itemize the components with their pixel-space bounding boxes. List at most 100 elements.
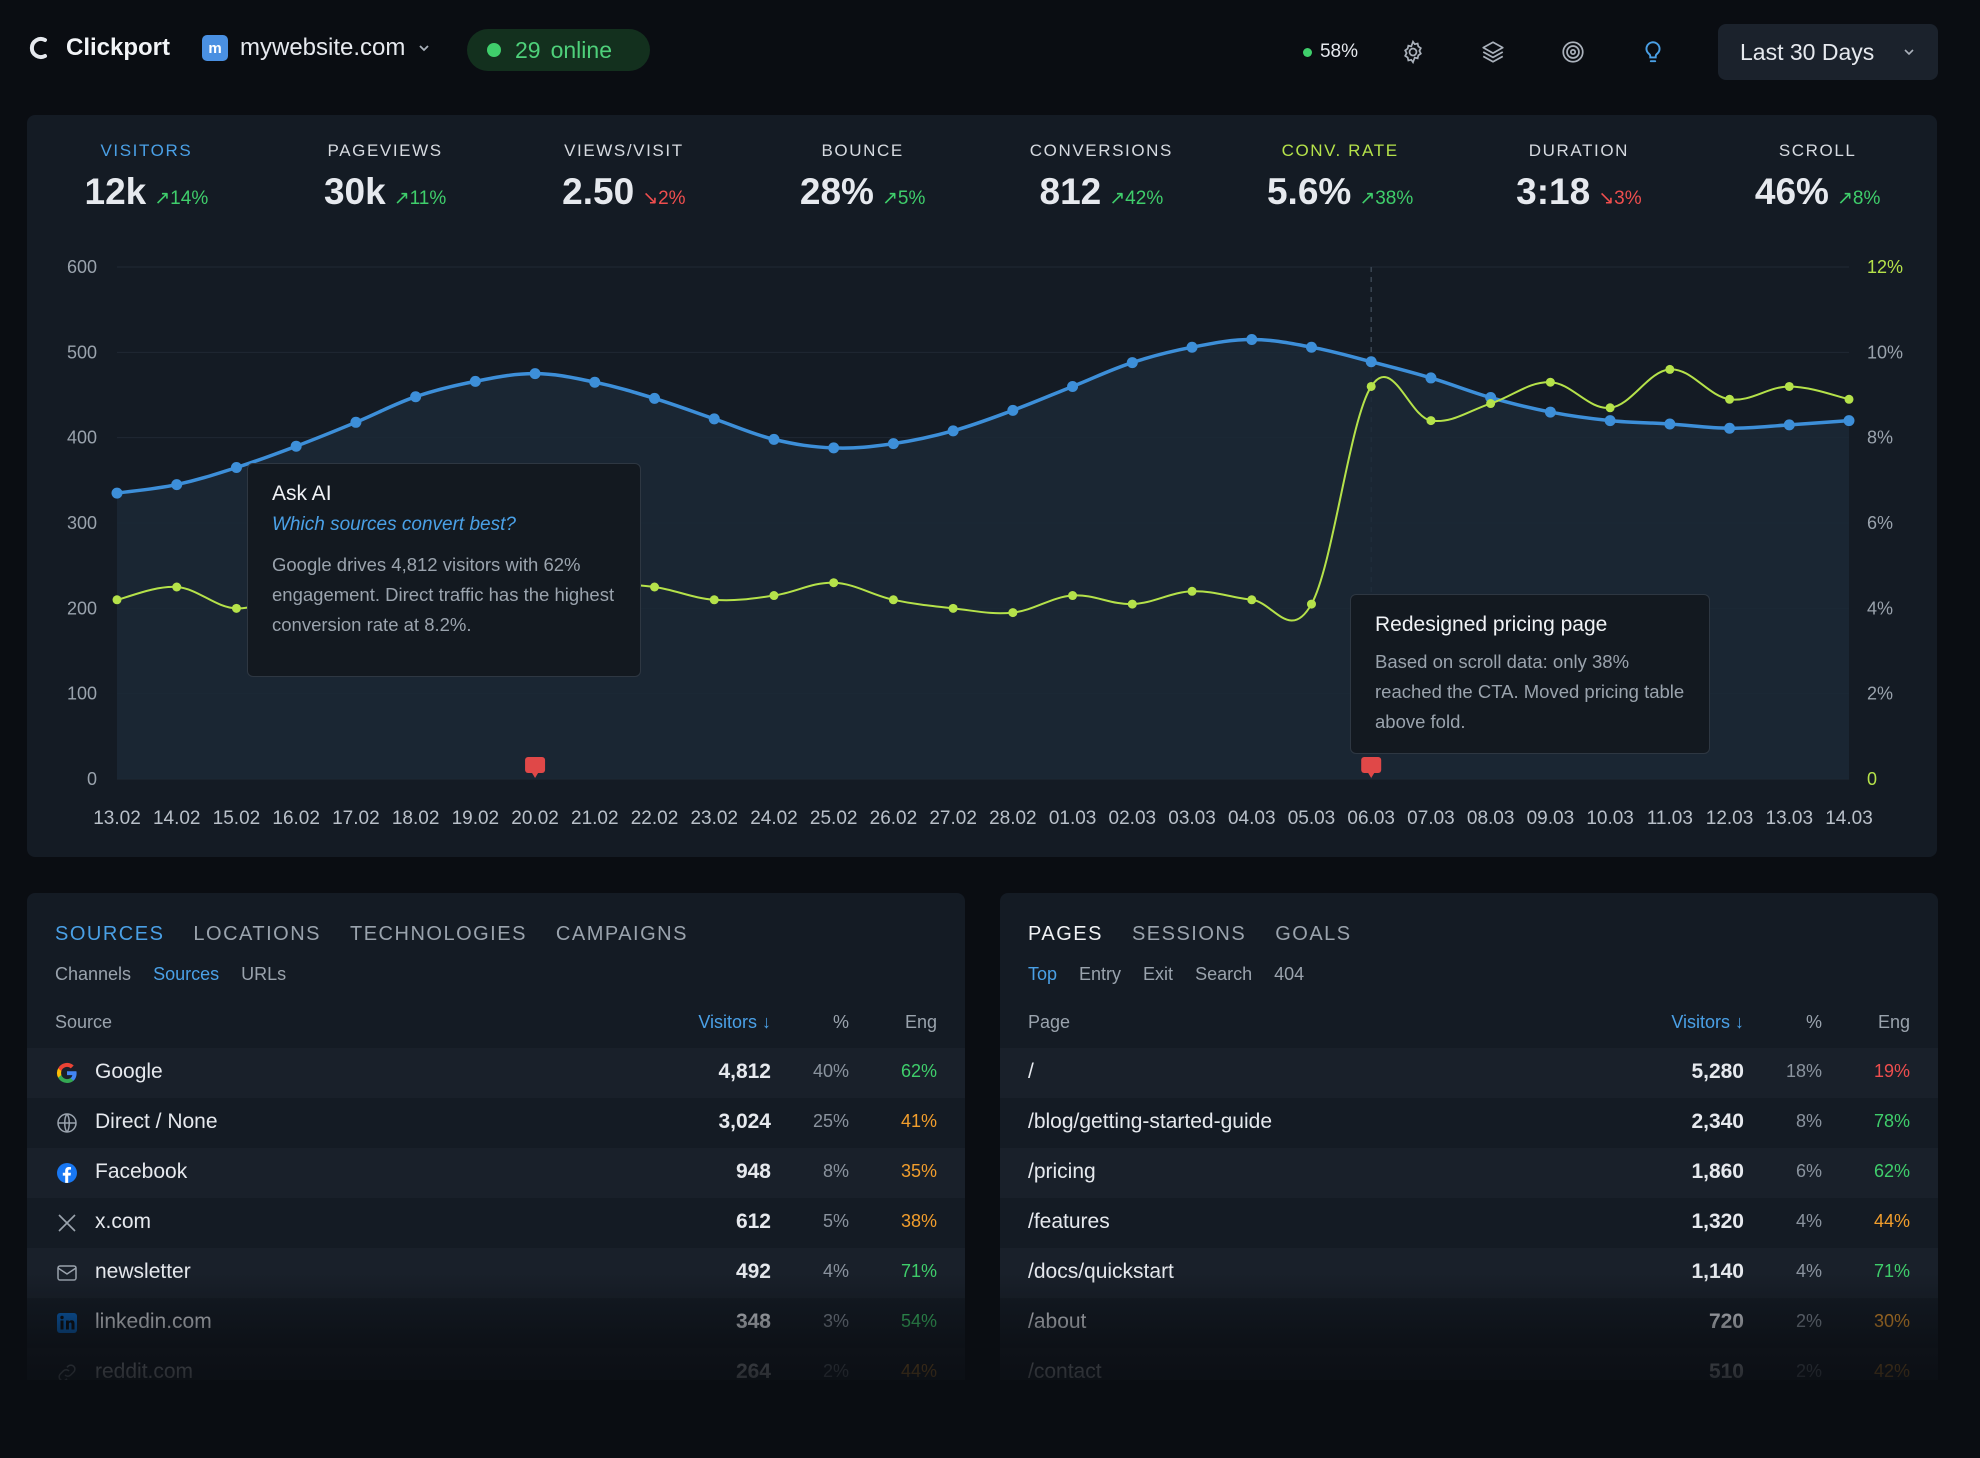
kpi-scroll[interactable]: SCROLL 46% ↗8% [1698,141,1937,213]
visitors-point-18.02[interactable] [410,391,422,403]
layers-button[interactable] [1478,37,1508,67]
date-range-selector[interactable]: Last 30 Days [1718,24,1938,80]
tab-pages[interactable]: PAGES [1028,923,1103,945]
visitors-point-06.03[interactable] [1365,356,1377,368]
conversion-point-15.02[interactable] [231,603,241,613]
kpi-bounce[interactable]: BOUNCE 28% ↗5% [743,141,982,213]
visitors-point-19.02[interactable] [469,375,481,387]
table-row[interactable]: /pricing 1,860 6% 62% [1000,1148,1938,1198]
kpi-visitors[interactable]: VISITORS 12k ↗14% [27,141,266,213]
conversion-point-14.02[interactable] [172,582,182,592]
table-row[interactable]: newsletter 492 4% 71% [27,1248,965,1298]
table-row[interactable]: / 5,280 18% 19% [1000,1048,1938,1098]
ask-ai-question[interactable]: Which sources convert best? [272,514,516,535]
visitors-point-17.02[interactable] [350,416,362,428]
visitors-point-27.02[interactable] [947,425,959,437]
visitors-point-09.03[interactable] [1544,406,1556,418]
conversion-point-22.02[interactable] [650,582,660,592]
conversion-point-08.03[interactable] [1486,399,1496,409]
conversion-point-10.03[interactable] [1605,403,1615,413]
subtab-channels[interactable]: Channels [55,964,132,984]
visitors-point-11.03[interactable] [1664,418,1676,430]
table-row[interactable]: /blog/getting-started-guide 2,340 8% 78% [1000,1098,1938,1148]
visitors-point-07.03[interactable] [1425,372,1437,384]
insights-button[interactable] [1638,37,1668,67]
visitors-point-16.02[interactable] [290,440,302,452]
conversion-point-04.03[interactable] [1247,595,1257,605]
tab-technologies[interactable]: TECHNOLOGIES [350,923,527,945]
tab-sessions[interactable]: SESSIONS [1131,923,1247,945]
online-visitors-badge[interactable]: 29 online [467,29,650,71]
conversion-point-24.02[interactable] [769,591,779,601]
conversion-point-03.03[interactable] [1187,586,1197,596]
kpi-conversions[interactable]: CONVERSIONS 812 ↗42% [982,141,1221,213]
visitors-point-28.02[interactable] [1007,404,1019,416]
table-row[interactable]: x.com 612 5% 38% [27,1198,965,1248]
table-row[interactable]: Direct / None 3,024 25% 41% [27,1098,965,1148]
visitors-point-05.03[interactable] [1305,341,1317,353]
visitors-point-12.03[interactable] [1724,422,1736,434]
subtab-urls[interactable]: URLs [241,964,287,984]
conversion-point-14.03[interactable] [1844,394,1854,404]
table-row[interactable]: /docs/quickstart 1,140 4% 71% [1000,1248,1938,1298]
column-visitors-sort[interactable]: Visitors ↓ [698,1012,771,1032]
tab-sources[interactable]: SOURCES [55,923,165,945]
visitors-point-14.03[interactable] [1843,415,1855,427]
ask-ai-tooltip[interactable]: Ask AI Which sources convert best? Googl… [247,463,641,677]
subtab-search[interactable]: Search [1195,964,1253,984]
table-row[interactable]: Google 4,812 40% 62% [27,1048,965,1098]
site-selector[interactable]: m mywebsite.com [202,34,431,62]
kpi-conv-rate[interactable]: CONV. RATE 5.6% ↗38% [1221,141,1460,213]
tab-goals[interactable]: GOALS [1275,923,1352,945]
conversion-point-26.02[interactable] [888,595,898,605]
visitors-point-22.02[interactable] [649,392,661,404]
goals-button[interactable] [1558,37,1588,67]
visitors-point-01.03[interactable] [1067,380,1079,392]
visitors-point-14.02[interactable] [171,479,183,491]
visitors-point-23.02[interactable] [708,413,720,425]
visitors-point-10.03[interactable] [1604,415,1616,427]
visitors-point-04.03[interactable] [1246,334,1258,346]
visitors-point-15.02[interactable] [230,462,242,474]
subtab-entry[interactable]: Entry [1079,964,1122,984]
visitors-point-20.02[interactable] [529,368,541,380]
tab-campaigns[interactable]: CAMPAIGNS [555,923,688,945]
conversion-point-09.03[interactable] [1545,377,1555,387]
conversion-point-13.03[interactable] [1784,381,1794,391]
kpi-duration[interactable]: DURATION 3:18 ↘3% [1460,141,1699,213]
subtab-exit[interactable]: Exit [1143,964,1174,984]
table-row[interactable]: Facebook 948 8% 35% [27,1148,965,1198]
visitors-point-24.02[interactable] [768,433,780,445]
conversion-point-02.03[interactable] [1127,599,1137,609]
visitors-point-21.02[interactable] [589,376,601,388]
conversion-point-23.02[interactable] [709,595,719,605]
visitors-point-13.02[interactable] [111,487,123,499]
visitors-point-03.03[interactable] [1186,341,1198,353]
conversion-point-28.02[interactable] [1008,608,1018,618]
conversion-point-12.03[interactable] [1725,394,1735,404]
table-row[interactable]: /features 1,320 4% 44% [1000,1198,1938,1248]
conversion-point-01.03[interactable] [1068,591,1078,601]
brand[interactable]: Clickport [28,34,170,62]
subtab-404[interactable]: 404 [1274,964,1305,984]
annotation-marker[interactable] [525,757,546,778]
table-row[interactable]: linkedin.com 348 3% 54% [27,1298,965,1348]
conversion-point-27.02[interactable] [948,603,958,613]
tab-locations[interactable]: LOCATIONS [193,923,321,945]
conversion-point-07.03[interactable] [1426,416,1436,426]
subtab-top[interactable]: Top [1028,964,1058,984]
settings-button[interactable] [1398,37,1428,67]
conversion-point-06.03[interactable] [1366,381,1376,391]
visitors-point-13.03[interactable] [1783,419,1795,431]
conversion-point-11.03[interactable] [1665,364,1675,374]
table-row[interactable]: /about 720 2% 30% [1000,1298,1938,1348]
kpi-pageviews[interactable]: PAGEVIEWS 30k ↗11% [266,141,505,213]
visitors-point-26.02[interactable] [887,438,899,450]
conversion-point-13.02[interactable] [112,595,122,605]
column-visitors-sort[interactable]: Visitors ↓ [1671,1012,1744,1032]
subtab-sources[interactable]: Sources [153,964,220,984]
visitors-point-25.02[interactable] [828,442,840,454]
kpi-views-visit[interactable]: VIEWS/VISIT 2.50 ↘2% [505,141,744,213]
annotation-marker[interactable] [1361,757,1382,778]
visitors-point-02.03[interactable] [1126,357,1138,369]
